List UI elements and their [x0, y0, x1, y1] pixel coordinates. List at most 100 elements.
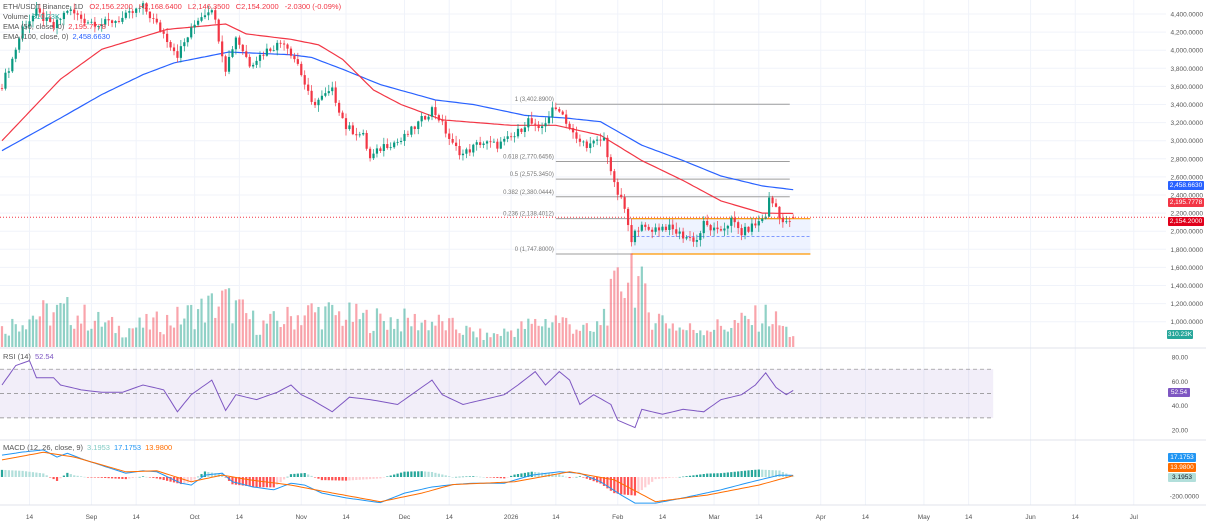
- macd-histogram-bar: [282, 477, 286, 480]
- volume-bar: [774, 311, 778, 347]
- candle-body: [52, 21, 55, 29]
- volume-bar: [76, 315, 79, 347]
- rsi-legend[interactable]: RSI (14) 52.54: [3, 352, 58, 362]
- macd-histogram-bar: [712, 473, 716, 477]
- volume-value: 310.23K: [32, 12, 60, 21]
- volume-bar: [310, 303, 313, 347]
- volume-bar: [578, 330, 582, 347]
- macd-histogram-bar: [196, 476, 200, 478]
- macd-histogram-bar: [479, 476, 482, 478]
- volume-bar: [768, 326, 771, 347]
- volume-bar: [606, 325, 609, 347]
- rsi-pane: [0, 360, 994, 429]
- volume-bars: [0, 253, 795, 347]
- candle-body: [472, 144, 475, 153]
- candle-body: [441, 120, 444, 122]
- macd-histogram-bar: [678, 476, 681, 478]
- candle-body: [506, 136, 509, 139]
- macd-histogram-bar: [200, 474, 203, 477]
- macd-histogram-bar: [413, 471, 416, 477]
- candle-body: [73, 9, 76, 14]
- time-axis-label: 14: [1072, 514, 1080, 521]
- macd-histogram-bar: [458, 476, 461, 478]
- macd-histogram-bar: [128, 477, 131, 479]
- volume-bar: [289, 316, 293, 347]
- price-range-box[interactable]: [631, 218, 811, 255]
- volume-bar: [716, 319, 719, 347]
- macd-legend[interactable]: MACD (12, 26, close, 9) 3.1953 17.1753 13.9…: [3, 443, 176, 453]
- macd-histogram-bar: [781, 472, 784, 477]
- macd-histogram-bar: [238, 477, 241, 486]
- candle-body: [35, 8, 38, 16]
- volume-bar: [496, 334, 499, 347]
- candle-body: [616, 182, 619, 195]
- volume-bar: [510, 330, 513, 347]
- volume-bar: [640, 266, 643, 347]
- candle-body: [162, 31, 165, 34]
- candle-body: [303, 75, 306, 85]
- candle-body: [599, 139, 602, 141]
- candle-body: [307, 84, 310, 91]
- ema50-legend[interactable]: EMA (50, close, 0) 2,195.7778: [3, 22, 110, 32]
- volume-bar: [224, 289, 227, 347]
- macd-histogram-bar: [485, 477, 489, 478]
- candle-body: [454, 142, 458, 147]
- candles: [0, 0, 795, 248]
- volume-bar: [351, 321, 354, 347]
- macd-histogram-bar: [42, 473, 45, 477]
- volume-bar: [702, 335, 705, 347]
- volume-legend[interactable]: Volume 310.23K: [3, 12, 64, 22]
- volume-bar: [344, 319, 348, 347]
- candle-body: [317, 99, 320, 106]
- macd-histogram-bar: [389, 475, 392, 477]
- volume-bar: [589, 331, 592, 347]
- candle-body: [45, 17, 48, 21]
- volume-bar: [55, 304, 59, 347]
- macd-histogram-bar: [633, 477, 637, 496]
- candle-body: [527, 118, 530, 128]
- macd-histogram-bar: [499, 477, 502, 479]
- ema100-legend[interactable]: EMA (100, close, 0) 2,458.6630: [3, 32, 114, 42]
- macd-histogram-bar: [568, 477, 571, 479]
- candle-body: [183, 42, 186, 47]
- candle-body: [537, 124, 540, 128]
- candle-body: [444, 121, 447, 134]
- symbol-name[interactable]: ETH/USDT Binance, 1D: [3, 2, 84, 11]
- volume-bar: [472, 331, 475, 347]
- volume-bar: [513, 336, 516, 347]
- candle-body: [238, 37, 241, 45]
- candle-body: [193, 24, 196, 28]
- candle-body: [358, 134, 361, 136]
- volume-bar: [647, 312, 650, 347]
- time-axis-label: May: [918, 514, 931, 521]
- candle-body: [293, 55, 296, 60]
- candle-body: [792, 217, 795, 218]
- candle-body: [166, 33, 169, 43]
- range-fill: [631, 218, 811, 255]
- time-axis-label: Nov: [295, 514, 307, 521]
- candle-body: [4, 72, 7, 89]
- macd-histogram-bar: [131, 477, 134, 479]
- volume-bar: [482, 339, 485, 347]
- macd-histogram-bar: [754, 469, 757, 477]
- volume-bar: [568, 324, 571, 347]
- candle-body: [675, 229, 678, 234]
- ema50-price-badge: 2,195.7778: [1168, 198, 1204, 207]
- volume-bar: [372, 330, 375, 347]
- macd-histogram-bar: [399, 472, 403, 477]
- ema100-label: EMA (100, close, 0): [3, 32, 69, 41]
- candle-body: [169, 42, 172, 48]
- candle-body: [699, 233, 702, 241]
- macd-signal-value: 13.9800: [145, 443, 173, 452]
- volume-bar: [761, 323, 764, 347]
- volume-bar: [792, 336, 795, 347]
- macd-histogram-bar: [774, 470, 778, 477]
- candle-body: [327, 91, 330, 94]
- volume-bar: [172, 327, 176, 347]
- macd-histogram-bar: [114, 477, 117, 479]
- symbol-legend: ETH/USDT Binance, 1D O2,156.2200 H2,168.…: [3, 2, 345, 12]
- macd-histogram-bar: [750, 470, 754, 477]
- candle-body: [331, 87, 334, 92]
- price-axis-label: 4,200.0000: [1170, 30, 1203, 37]
